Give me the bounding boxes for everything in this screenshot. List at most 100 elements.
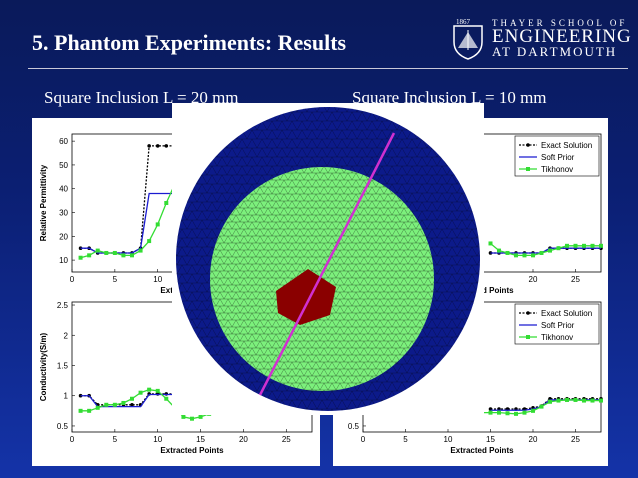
data-point (155, 144, 160, 148)
data-point (78, 246, 83, 251)
legend-marker (526, 335, 530, 339)
data-point (121, 400, 126, 405)
data-point (155, 222, 160, 227)
data-point (505, 250, 510, 255)
x-tick-label: 20 (529, 435, 538, 444)
data-point (164, 396, 169, 401)
y-tick-label: 40 (59, 185, 68, 194)
right-subtitle: Square Inclusion L = 10 mm (352, 88, 547, 107)
data-point (147, 144, 151, 148)
y-tick-label: 30 (59, 209, 68, 218)
x-tick-label: 10 (444, 435, 453, 444)
data-point (565, 397, 569, 402)
thayer-logo: 1867 THAYER SCHOOL OF ENGINEERING AT DAR… (452, 18, 632, 60)
data-point (164, 144, 169, 148)
data-point (573, 397, 578, 402)
data-point (539, 404, 544, 409)
y-tick-label: 0.5 (348, 422, 360, 431)
shield-icon (453, 25, 483, 60)
x-tick-label: 10 (153, 435, 162, 444)
x-tick-label: 5 (403, 435, 408, 444)
data-point (522, 410, 527, 415)
y-tick-label: 50 (59, 161, 68, 170)
data-point (582, 243, 586, 248)
data-point (599, 398, 603, 403)
data-point (138, 390, 143, 395)
x-tick-label: 5 (113, 435, 118, 444)
data-point (531, 253, 535, 258)
logo-year: 1867 (456, 18, 470, 26)
x-tick-label: 25 (571, 275, 580, 284)
data-point (87, 408, 92, 413)
x-tick-label: 15 (486, 435, 495, 444)
x-tick-label: 15 (196, 435, 205, 444)
left-subtitle: Square Inclusion L = 20 mm (44, 88, 239, 107)
data-point (505, 411, 510, 416)
mesh-reconstruction-image (172, 103, 484, 415)
y-tick-label: 1 (64, 392, 69, 401)
data-point (531, 408, 535, 413)
data-point (488, 241, 493, 246)
data-point (112, 250, 117, 255)
series-line (80, 192, 184, 254)
x-tick-label: 25 (282, 435, 291, 444)
data-point (539, 250, 544, 255)
data-point (147, 239, 152, 244)
data-point (130, 253, 134, 258)
data-point (522, 253, 527, 258)
x-tick-label: 0 (70, 435, 75, 444)
logo-line3: AT DARTMOUTH (492, 44, 618, 59)
data-point (87, 253, 92, 258)
data-point (573, 243, 578, 248)
data-point (95, 248, 100, 253)
x-tick-label: 0 (70, 275, 75, 284)
data-point (130, 396, 134, 401)
data-point (497, 248, 501, 253)
y-tick-label: 20 (59, 232, 68, 241)
logo-line2: ENGINEERING (492, 26, 632, 47)
data-point (121, 253, 126, 258)
x-tick-label: 20 (239, 435, 248, 444)
data-point (556, 246, 561, 251)
legend-label: Exact Solution (541, 309, 592, 318)
data-point (599, 243, 603, 248)
slide-header: 5. Phantom Experiments: Results 1867 THA… (0, 0, 638, 69)
legend-marker (526, 311, 530, 315)
data-point (590, 243, 595, 248)
y-axis-label: Relative Permittivity (39, 164, 48, 241)
legend-label: Soft Prior (541, 321, 575, 330)
data-point (190, 416, 194, 421)
y-tick-label: 2 (64, 331, 69, 340)
x-tick-label: 0 (361, 435, 366, 444)
legend-label: Soft Prior (541, 153, 575, 162)
data-point (514, 411, 518, 416)
slide-title: 5. Phantom Experiments: Results (32, 30, 347, 55)
data-point (198, 414, 203, 419)
x-tick-label: 25 (571, 435, 580, 444)
data-point (582, 398, 586, 403)
x-tick-label: 10 (153, 275, 162, 284)
x-tick-label: 5 (113, 275, 118, 284)
data-point (104, 250, 109, 255)
data-point (78, 255, 83, 260)
data-point (556, 398, 561, 403)
legend-marker (526, 143, 530, 147)
legend-marker (526, 167, 530, 171)
data-point (590, 398, 595, 403)
y-tick-label: 1.5 (57, 361, 69, 370)
data-point (164, 201, 169, 205)
data-point (488, 410, 493, 415)
data-point (95, 405, 100, 410)
data-point (147, 387, 152, 392)
data-point (78, 408, 83, 413)
x-axis-label: Extracted Points (160, 446, 224, 455)
data-point (104, 402, 109, 407)
mesh-inclusion (276, 269, 336, 325)
data-point (130, 402, 134, 407)
y-axis-label: Conductivity(S/m) (39, 332, 48, 401)
y-tick-label: 60 (59, 137, 68, 146)
logo-line1: THAYER SCHOOL OF (492, 18, 628, 28)
data-point (514, 253, 518, 258)
data-point (497, 410, 501, 415)
data-point (565, 243, 569, 248)
